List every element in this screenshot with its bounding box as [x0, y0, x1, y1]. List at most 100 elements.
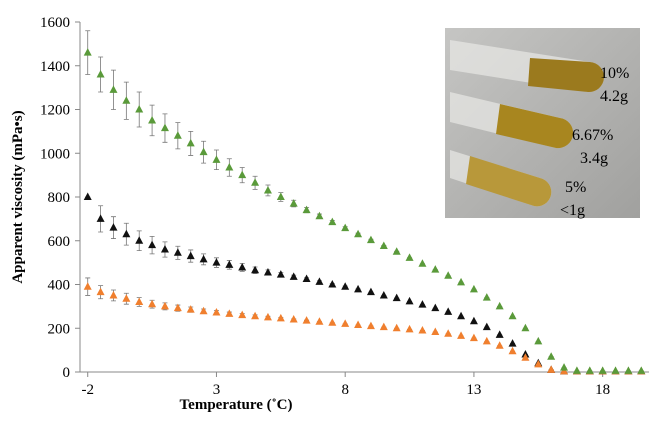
marker [122, 229, 131, 238]
y-tick-label: 1200 [40, 103, 70, 119]
y-tick-label: 1600 [40, 15, 70, 31]
marker [392, 247, 401, 255]
x-axis-title: Temperature (˚C) [180, 397, 293, 413]
photo-label: 5% [565, 179, 586, 196]
marker [263, 185, 272, 194]
y-tick-label: 600 [48, 234, 71, 250]
marker [199, 254, 208, 263]
marker [482, 293, 491, 301]
marker [251, 265, 260, 274]
marker [444, 329, 453, 337]
marker [431, 265, 440, 273]
marker [354, 284, 363, 293]
marker [457, 331, 466, 339]
marker [444, 271, 453, 279]
marker [354, 229, 363, 238]
marker [534, 359, 543, 368]
marker [495, 330, 504, 338]
y-tick-label: 1000 [40, 146, 70, 162]
marker [418, 325, 427, 334]
y-tick-label: 200 [48, 321, 71, 337]
marker [83, 48, 92, 56]
marker [238, 262, 247, 271]
x-tick-label: 8 [341, 382, 349, 398]
marker [276, 270, 285, 278]
marker [199, 306, 208, 315]
marker [547, 352, 556, 360]
y-tick-label: 400 [48, 278, 71, 294]
marker [315, 277, 324, 285]
marker [83, 192, 92, 200]
marker [109, 85, 118, 93]
marker [328, 280, 337, 288]
marker [482, 336, 491, 345]
marker [560, 363, 569, 371]
marker [508, 311, 517, 320]
marker [251, 178, 260, 186]
x-tick-label: -2 [81, 382, 94, 398]
marker [495, 301, 504, 310]
marker [225, 162, 234, 171]
marker [225, 309, 234, 317]
marker [160, 301, 169, 310]
marker [469, 284, 478, 293]
marker [135, 236, 144, 244]
marker [289, 315, 298, 323]
marker [96, 70, 105, 78]
marker [315, 317, 324, 325]
marker [109, 223, 118, 231]
marker [379, 241, 388, 249]
marker [405, 324, 414, 333]
marker [572, 366, 581, 374]
marker [418, 300, 427, 308]
marker [83, 282, 92, 290]
y-tick-label: 0 [63, 365, 71, 381]
x-tick-label: 13 [466, 382, 481, 398]
marker [263, 312, 272, 321]
marker [276, 192, 285, 200]
marker [186, 251, 195, 260]
marker [431, 303, 440, 312]
marker [366, 287, 375, 296]
marker [392, 323, 401, 332]
marker [585, 366, 594, 374]
marker [225, 260, 234, 268]
y-tick-label: 1400 [40, 59, 70, 75]
inset-photo [445, 28, 640, 218]
marker [160, 123, 169, 132]
marker [366, 235, 375, 244]
marker [212, 155, 221, 163]
marker [302, 274, 311, 283]
photo-label: 3.4g [580, 150, 608, 167]
marker [96, 214, 105, 222]
marker [341, 282, 350, 290]
marker [405, 253, 414, 261]
marker [173, 248, 182, 256]
marker [495, 341, 504, 349]
marker [122, 96, 131, 104]
marker [444, 307, 453, 315]
y-tick-label: 800 [48, 190, 71, 206]
marker [624, 366, 633, 374]
marker [173, 131, 182, 139]
marker [212, 308, 221, 316]
marker [135, 297, 144, 305]
x-tick-label: 18 [595, 382, 610, 398]
photo-label: 10% [600, 65, 629, 82]
marker [199, 147, 208, 156]
x-tick-label: 3 [213, 382, 221, 398]
marker [508, 346, 517, 355]
photo-label: 4.2g [600, 88, 628, 105]
marker [289, 272, 298, 280]
marker [135, 105, 144, 113]
marker [212, 258, 221, 266]
y-axis-title: Apparent viscosity (mPa•s) [10, 110, 26, 283]
marker [148, 299, 157, 308]
marker [418, 259, 427, 267]
marker [263, 267, 272, 276]
marker [238, 310, 247, 319]
marker [96, 287, 105, 296]
marker [315, 211, 324, 220]
